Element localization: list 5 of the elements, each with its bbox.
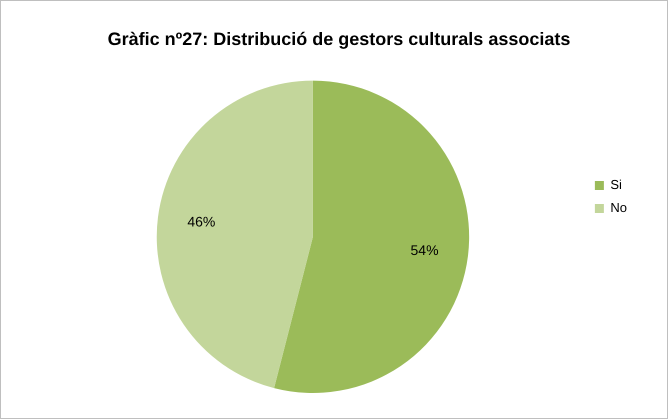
data-label: 46% [187,214,216,230]
data-label: 54% [410,242,439,258]
legend-label: No [610,200,628,216]
legend-label: Si [610,177,622,192]
chart-title: Gràfic nº27: Distribució de gestors culturals associats [108,28,570,49]
